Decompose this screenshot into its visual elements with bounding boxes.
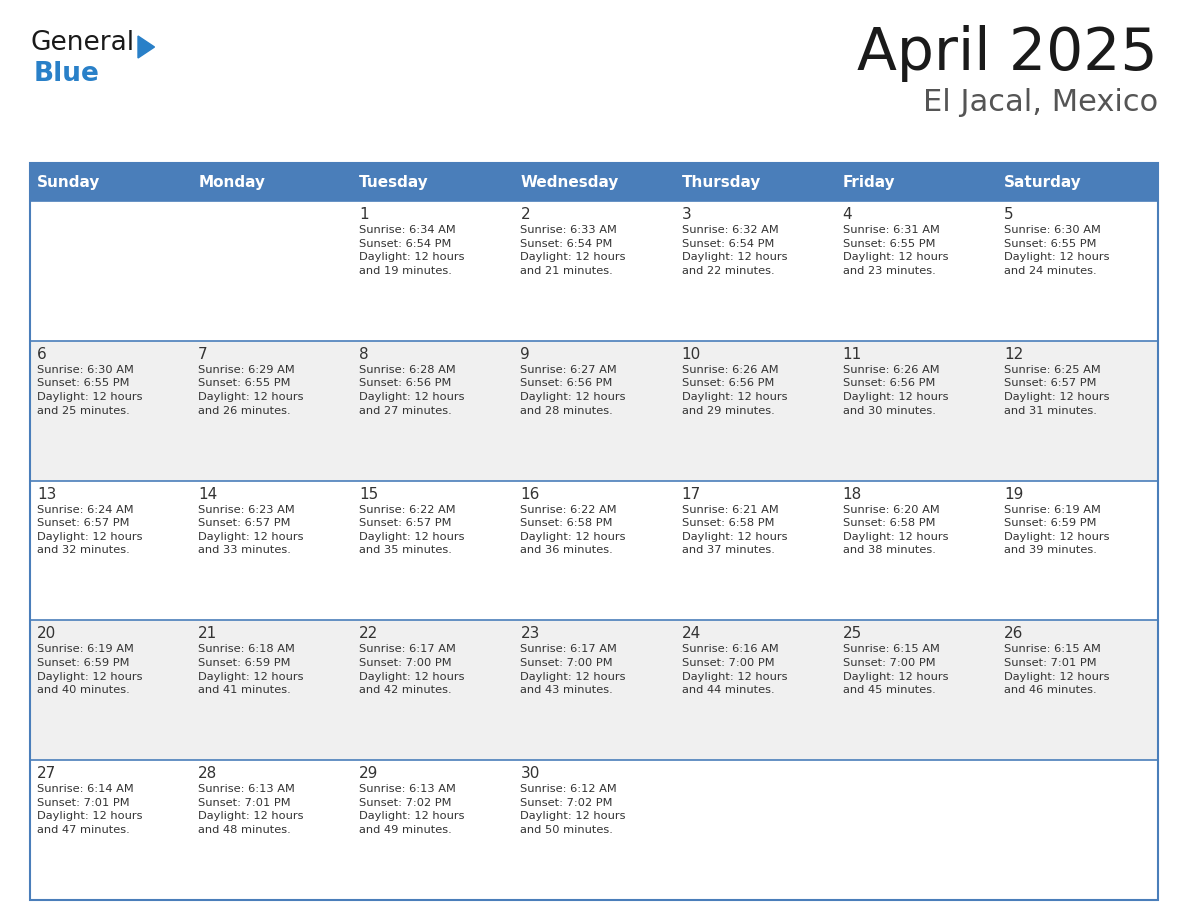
Text: Saturday: Saturday: [1004, 174, 1081, 189]
Text: Sunrise: 6:19 AM
Sunset: 6:59 PM
Daylight: 12 hours
and 39 minutes.: Sunrise: 6:19 AM Sunset: 6:59 PM Dayligh…: [1004, 505, 1110, 555]
Text: Tuesday: Tuesday: [359, 174, 429, 189]
Text: Sunrise: 6:19 AM
Sunset: 6:59 PM
Daylight: 12 hours
and 40 minutes.: Sunrise: 6:19 AM Sunset: 6:59 PM Dayligh…: [37, 644, 143, 695]
Text: 14: 14: [198, 487, 217, 501]
Text: 25: 25: [842, 626, 862, 642]
Text: 12: 12: [1004, 347, 1023, 362]
Text: Sunrise: 6:12 AM
Sunset: 7:02 PM
Daylight: 12 hours
and 50 minutes.: Sunrise: 6:12 AM Sunset: 7:02 PM Dayligh…: [520, 784, 626, 835]
Text: Sunrise: 6:31 AM
Sunset: 6:55 PM
Daylight: 12 hours
and 23 minutes.: Sunrise: 6:31 AM Sunset: 6:55 PM Dayligh…: [842, 225, 948, 275]
Text: 28: 28: [198, 767, 217, 781]
Text: 4: 4: [842, 207, 852, 222]
Bar: [30, 621, 1158, 760]
Text: Sunrise: 6:33 AM
Sunset: 6:54 PM
Daylight: 12 hours
and 21 minutes.: Sunrise: 6:33 AM Sunset: 6:54 PM Dayligh…: [520, 225, 626, 275]
Text: 15: 15: [359, 487, 379, 501]
Text: 11: 11: [842, 347, 862, 362]
Text: 26: 26: [1004, 626, 1023, 642]
Text: 9: 9: [520, 347, 530, 362]
Bar: [513, 163, 675, 201]
Text: 22: 22: [359, 626, 379, 642]
Text: 3: 3: [682, 207, 691, 222]
Text: Sunrise: 6:30 AM
Sunset: 6:55 PM
Daylight: 12 hours
and 24 minutes.: Sunrise: 6:30 AM Sunset: 6:55 PM Dayligh…: [1004, 225, 1110, 275]
Text: Sunrise: 6:17 AM
Sunset: 7:00 PM
Daylight: 12 hours
and 42 minutes.: Sunrise: 6:17 AM Sunset: 7:00 PM Dayligh…: [359, 644, 465, 695]
Text: Sunrise: 6:26 AM
Sunset: 6:56 PM
Daylight: 12 hours
and 29 minutes.: Sunrise: 6:26 AM Sunset: 6:56 PM Dayligh…: [682, 364, 788, 416]
Text: Sunrise: 6:17 AM
Sunset: 7:00 PM
Daylight: 12 hours
and 43 minutes.: Sunrise: 6:17 AM Sunset: 7:00 PM Dayligh…: [520, 644, 626, 695]
Text: Sunrise: 6:26 AM
Sunset: 6:56 PM
Daylight: 12 hours
and 30 minutes.: Sunrise: 6:26 AM Sunset: 6:56 PM Dayligh…: [842, 364, 948, 416]
Text: 29: 29: [359, 767, 379, 781]
Text: 30: 30: [520, 767, 539, 781]
Text: Sunrise: 6:18 AM
Sunset: 6:59 PM
Daylight: 12 hours
and 41 minutes.: Sunrise: 6:18 AM Sunset: 6:59 PM Dayligh…: [198, 644, 304, 695]
Text: Sunrise: 6:16 AM
Sunset: 7:00 PM
Daylight: 12 hours
and 44 minutes.: Sunrise: 6:16 AM Sunset: 7:00 PM Dayligh…: [682, 644, 788, 695]
Text: Sunrise: 6:22 AM
Sunset: 6:57 PM
Daylight: 12 hours
and 35 minutes.: Sunrise: 6:22 AM Sunset: 6:57 PM Dayligh…: [359, 505, 465, 555]
Text: Sunday: Sunday: [37, 174, 100, 189]
Text: Sunrise: 6:14 AM
Sunset: 7:01 PM
Daylight: 12 hours
and 47 minutes.: Sunrise: 6:14 AM Sunset: 7:01 PM Dayligh…: [37, 784, 143, 835]
Text: Blue: Blue: [34, 61, 100, 87]
Text: 2: 2: [520, 207, 530, 222]
Text: Sunrise: 6:25 AM
Sunset: 6:57 PM
Daylight: 12 hours
and 31 minutes.: Sunrise: 6:25 AM Sunset: 6:57 PM Dayligh…: [1004, 364, 1110, 416]
Text: Sunrise: 6:15 AM
Sunset: 7:00 PM
Daylight: 12 hours
and 45 minutes.: Sunrise: 6:15 AM Sunset: 7:00 PM Dayligh…: [842, 644, 948, 695]
Text: 17: 17: [682, 487, 701, 501]
Text: Sunrise: 6:27 AM
Sunset: 6:56 PM
Daylight: 12 hours
and 28 minutes.: Sunrise: 6:27 AM Sunset: 6:56 PM Dayligh…: [520, 364, 626, 416]
Text: April 2025: April 2025: [858, 25, 1158, 82]
Text: General: General: [30, 30, 134, 56]
Bar: [835, 163, 997, 201]
Bar: [997, 163, 1158, 201]
Text: 19: 19: [1004, 487, 1023, 501]
Text: 18: 18: [842, 487, 862, 501]
Text: Wednesday: Wednesday: [520, 174, 619, 189]
Polygon shape: [138, 36, 154, 58]
Text: 5: 5: [1004, 207, 1013, 222]
Bar: [30, 341, 1158, 481]
Text: 13: 13: [37, 487, 56, 501]
Text: Sunrise: 6:28 AM
Sunset: 6:56 PM
Daylight: 12 hours
and 27 minutes.: Sunrise: 6:28 AM Sunset: 6:56 PM Dayligh…: [359, 364, 465, 416]
Text: Friday: Friday: [842, 174, 896, 189]
Text: Sunrise: 6:30 AM
Sunset: 6:55 PM
Daylight: 12 hours
and 25 minutes.: Sunrise: 6:30 AM Sunset: 6:55 PM Dayligh…: [37, 364, 143, 416]
Text: 7: 7: [198, 347, 208, 362]
Bar: [353, 163, 513, 201]
Text: Sunrise: 6:24 AM
Sunset: 6:57 PM
Daylight: 12 hours
and 32 minutes.: Sunrise: 6:24 AM Sunset: 6:57 PM Dayligh…: [37, 505, 143, 555]
Bar: [30, 201, 1158, 341]
Text: El Jacal, Mexico: El Jacal, Mexico: [923, 88, 1158, 117]
Text: 24: 24: [682, 626, 701, 642]
Text: Sunrise: 6:23 AM
Sunset: 6:57 PM
Daylight: 12 hours
and 33 minutes.: Sunrise: 6:23 AM Sunset: 6:57 PM Dayligh…: [198, 505, 304, 555]
Text: 20: 20: [37, 626, 56, 642]
Text: Sunrise: 6:34 AM
Sunset: 6:54 PM
Daylight: 12 hours
and 19 minutes.: Sunrise: 6:34 AM Sunset: 6:54 PM Dayligh…: [359, 225, 465, 275]
Text: 10: 10: [682, 347, 701, 362]
Text: Sunrise: 6:20 AM
Sunset: 6:58 PM
Daylight: 12 hours
and 38 minutes.: Sunrise: 6:20 AM Sunset: 6:58 PM Dayligh…: [842, 505, 948, 555]
Text: 6: 6: [37, 347, 46, 362]
Bar: [30, 760, 1158, 900]
Text: Sunrise: 6:15 AM
Sunset: 7:01 PM
Daylight: 12 hours
and 46 minutes.: Sunrise: 6:15 AM Sunset: 7:01 PM Dayligh…: [1004, 644, 1110, 695]
Text: 21: 21: [198, 626, 217, 642]
Text: Sunrise: 6:21 AM
Sunset: 6:58 PM
Daylight: 12 hours
and 37 minutes.: Sunrise: 6:21 AM Sunset: 6:58 PM Dayligh…: [682, 505, 788, 555]
Text: Sunrise: 6:32 AM
Sunset: 6:54 PM
Daylight: 12 hours
and 22 minutes.: Sunrise: 6:32 AM Sunset: 6:54 PM Dayligh…: [682, 225, 788, 275]
Text: Sunrise: 6:13 AM
Sunset: 7:01 PM
Daylight: 12 hours
and 48 minutes.: Sunrise: 6:13 AM Sunset: 7:01 PM Dayligh…: [198, 784, 304, 835]
Text: Sunrise: 6:22 AM
Sunset: 6:58 PM
Daylight: 12 hours
and 36 minutes.: Sunrise: 6:22 AM Sunset: 6:58 PM Dayligh…: [520, 505, 626, 555]
Bar: [30, 163, 1158, 900]
Text: 1: 1: [359, 207, 369, 222]
Text: Sunrise: 6:13 AM
Sunset: 7:02 PM
Daylight: 12 hours
and 49 minutes.: Sunrise: 6:13 AM Sunset: 7:02 PM Dayligh…: [359, 784, 465, 835]
Text: 16: 16: [520, 487, 539, 501]
Bar: [30, 163, 191, 201]
Text: Monday: Monday: [198, 174, 265, 189]
Bar: [675, 163, 835, 201]
Text: 27: 27: [37, 767, 56, 781]
Text: 23: 23: [520, 626, 539, 642]
Text: Thursday: Thursday: [682, 174, 762, 189]
Bar: [191, 163, 353, 201]
Text: Sunrise: 6:29 AM
Sunset: 6:55 PM
Daylight: 12 hours
and 26 minutes.: Sunrise: 6:29 AM Sunset: 6:55 PM Dayligh…: [198, 364, 304, 416]
Bar: [30, 481, 1158, 621]
Text: 8: 8: [359, 347, 369, 362]
